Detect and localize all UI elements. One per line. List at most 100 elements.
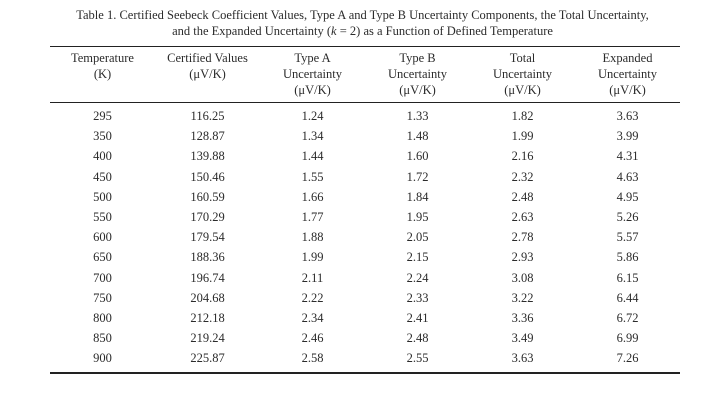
table-cell: 2.24 bbox=[406, 270, 429, 285]
data-table-container: Temperature (K) Certified Values (μV/K) … bbox=[50, 46, 680, 374]
table-row: 295 116.25 1.24 1.33 1.82 3.63 bbox=[50, 103, 680, 127]
column-header-line: Certified Values bbox=[167, 51, 248, 65]
table-row: 900 225.87 2.58 2.55 3.63 7.26 bbox=[50, 348, 680, 372]
table-cell: 2.46 bbox=[301, 331, 324, 346]
table-cell: 225.87 bbox=[190, 351, 225, 366]
seebeck-coefficient-table: Temperature (K) Certified Values (μV/K) … bbox=[50, 46, 680, 374]
table-cell: 3.99 bbox=[616, 129, 639, 144]
table-cell: 1.88 bbox=[301, 230, 324, 245]
table-cell: 500 bbox=[93, 189, 112, 204]
table-cell: 2.63 bbox=[511, 210, 534, 225]
table-cell: 1.60 bbox=[406, 149, 429, 164]
table-cell: 160.59 bbox=[190, 189, 225, 204]
column-header-line: (K) bbox=[93, 67, 112, 81]
table-row: 550 170.29 1.77 1.95 2.63 5.26 bbox=[50, 207, 680, 227]
table-cell: 3.63 bbox=[511, 351, 534, 366]
table-cell: 3.22 bbox=[511, 290, 534, 305]
table-cell: 2.34 bbox=[301, 311, 324, 326]
column-header-line: Uncertainty bbox=[492, 67, 552, 81]
table-cell: 204.68 bbox=[190, 290, 225, 305]
table-cell: 1.34 bbox=[301, 129, 324, 144]
table-cell: 700 bbox=[93, 270, 112, 285]
table-cell: 1.77 bbox=[301, 210, 324, 225]
table-cell: 116.25 bbox=[190, 109, 225, 123]
table-row: 600 179.54 1.88 2.05 2.78 5.57 bbox=[50, 227, 680, 247]
table-cell: 850 bbox=[93, 331, 112, 346]
column-header-temperature: Temperature (K) bbox=[50, 46, 155, 103]
table-cell: 2.32 bbox=[511, 169, 534, 184]
table-cell: 2.22 bbox=[301, 290, 324, 305]
table-cell: 900 bbox=[93, 351, 112, 366]
table-cell: 1.24 bbox=[301, 109, 324, 123]
column-header-line: Type B bbox=[399, 51, 436, 65]
table-cell: 2.33 bbox=[406, 290, 429, 305]
table-cell: 5.26 bbox=[616, 210, 639, 225]
table-cell: 1.66 bbox=[301, 189, 324, 204]
column-header-line: Temperature bbox=[71, 51, 134, 65]
table-cell: 5.57 bbox=[616, 230, 639, 245]
table-cell: 2.11 bbox=[301, 270, 324, 285]
table-cell: 1.48 bbox=[406, 129, 429, 144]
table-row: 500 160.59 1.66 1.84 2.48 4.95 bbox=[50, 187, 680, 207]
table-cell: 2.48 bbox=[511, 189, 534, 204]
column-header-line: Type A bbox=[294, 51, 331, 65]
table-row: 450 150.46 1.55 1.72 2.32 4.63 bbox=[50, 167, 680, 187]
caption-line-2: and the Expanded Uncertainty (k = 2) as … bbox=[0, 23, 725, 39]
table-cell: 4.95 bbox=[616, 189, 639, 204]
table-cell: 350 bbox=[93, 129, 112, 144]
table-cell: 3.63 bbox=[616, 109, 639, 123]
table-cell: 196.74 bbox=[190, 270, 225, 285]
table-header-row: Temperature (K) Certified Values (μV/K) … bbox=[50, 46, 680, 103]
column-header-line: Expanded bbox=[602, 51, 653, 65]
table-cell: 2.48 bbox=[406, 331, 429, 346]
column-header-certified-values: Certified Values (μV/K) bbox=[155, 46, 260, 103]
table-cell: 179.54 bbox=[190, 230, 225, 245]
table-cell: 2.16 bbox=[511, 149, 534, 164]
table-cell: 1.55 bbox=[301, 169, 324, 184]
table-cell: 128.87 bbox=[190, 129, 225, 144]
table-cell: 219.24 bbox=[190, 331, 225, 346]
table-cell: 2.15 bbox=[406, 250, 429, 265]
table-cell: 2.41 bbox=[406, 311, 429, 326]
column-header-expanded-uncertainty: Expanded Uncertainty (μV/K) bbox=[575, 46, 680, 103]
column-header-line: (μV/K) bbox=[189, 67, 226, 81]
table-row: 850 219.24 2.46 2.48 3.49 6.99 bbox=[50, 328, 680, 348]
table-cell: 1.33 bbox=[406, 109, 429, 123]
table-cell: 2.05 bbox=[406, 230, 429, 245]
table-cell: 5.86 bbox=[616, 250, 639, 265]
caption-k-symbol: k bbox=[331, 24, 337, 38]
table-cell: 1.99 bbox=[511, 129, 534, 144]
table-cell: 3.49 bbox=[511, 331, 534, 346]
table-cell: 6.44 bbox=[616, 290, 639, 305]
table-row: 750 204.68 2.22 2.33 3.22 6.44 bbox=[50, 288, 680, 308]
table-cell: 212.18 bbox=[190, 311, 225, 326]
table-cell: 6.72 bbox=[616, 311, 639, 326]
table-cell: 6.15 bbox=[616, 270, 639, 285]
table-row: 350 128.87 1.34 1.48 1.99 3.99 bbox=[50, 126, 680, 146]
table-row: 700 196.74 2.11 2.24 3.08 6.15 bbox=[50, 268, 680, 288]
caption-line-1: Table 1. Certified Seebeck Coefficient V… bbox=[76, 8, 649, 22]
table-cell: 4.31 bbox=[616, 149, 639, 164]
table-cell: 3.36 bbox=[511, 311, 534, 326]
table-header: Temperature (K) Certified Values (μV/K) … bbox=[50, 46, 680, 103]
table-cell: 1.99 bbox=[301, 250, 324, 265]
table-cell: 2.93 bbox=[511, 250, 534, 265]
table-body: 295 116.25 1.24 1.33 1.82 3.63 350 128.87 1.34 1.… bbox=[50, 103, 680, 373]
column-header-type-a-uncertainty: Type A Uncertainty (μV/K) bbox=[260, 46, 365, 103]
table-cell: 6.99 bbox=[616, 331, 639, 346]
column-header-line: (μV/K) bbox=[504, 83, 541, 97]
column-header-line: Total bbox=[509, 51, 536, 65]
table-cell: 2.55 bbox=[406, 351, 429, 366]
table-cell: 1.72 bbox=[406, 169, 429, 184]
table-cell: 450 bbox=[93, 169, 112, 184]
table-cell: 800 bbox=[93, 311, 112, 326]
column-header-line: (μV/K) bbox=[609, 83, 646, 97]
table-cell: 650 bbox=[93, 250, 112, 265]
column-header-line: Uncertainty bbox=[387, 67, 447, 81]
table-cell: 600 bbox=[93, 230, 112, 245]
table-cell: 139.88 bbox=[190, 149, 225, 164]
table-cell: 400 bbox=[93, 149, 112, 164]
table-cell: 1.44 bbox=[301, 149, 324, 164]
table-cell: 1.82 bbox=[511, 109, 534, 123]
